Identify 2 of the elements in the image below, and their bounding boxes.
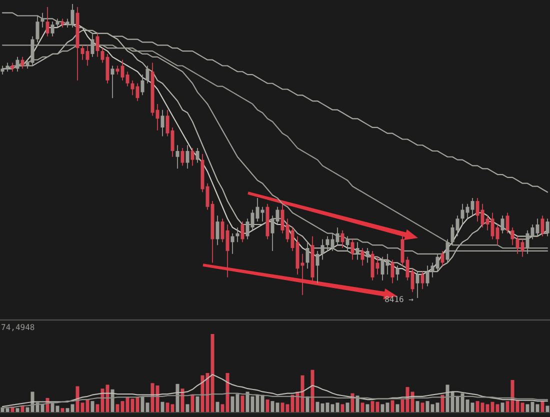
annotation: 8416 →: [384, 295, 414, 304]
text: 74,4948: [1, 323, 35, 332]
